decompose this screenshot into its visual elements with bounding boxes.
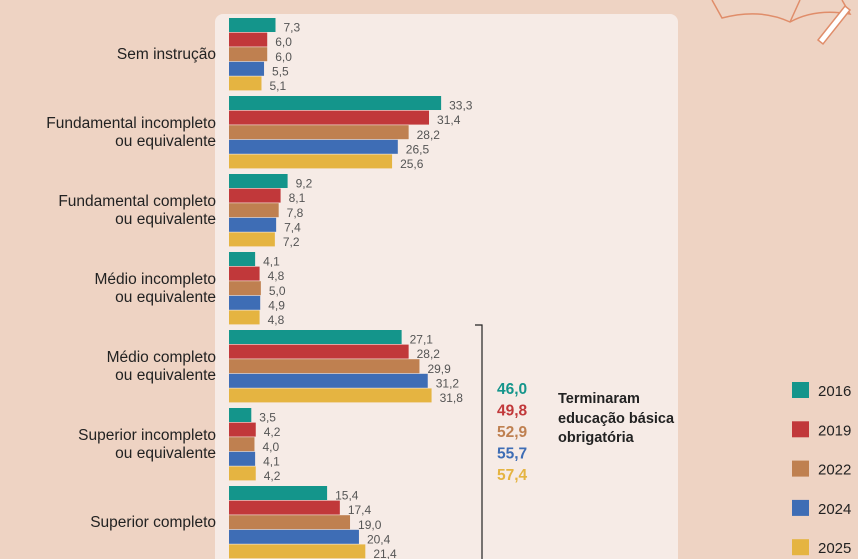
annotation-value: 52,9: [497, 424, 528, 441]
bar: [229, 281, 261, 295]
value-label: 5,0: [269, 284, 286, 298]
annotation-value: 46,0: [497, 381, 527, 398]
bar: [229, 18, 276, 32]
bar: [229, 140, 398, 154]
bar: [229, 96, 441, 110]
value-label: 7,4: [284, 220, 301, 234]
bar: [229, 174, 288, 188]
bar: [229, 47, 267, 61]
value-label: 4,0: [262, 440, 279, 454]
value-label: 8,1: [289, 191, 306, 205]
bar: [229, 466, 256, 480]
bar: [229, 408, 251, 422]
bar: [229, 330, 402, 344]
bar: [229, 62, 264, 76]
value-label: 26,5: [406, 142, 430, 156]
legend-swatch: [792, 500, 809, 516]
bar: [229, 154, 392, 168]
bar: [229, 218, 276, 232]
value-label: 6,0: [275, 50, 292, 64]
value-label: 4,1: [263, 454, 280, 468]
bar: [229, 374, 428, 388]
category-label: Fundamental incompleto ou equivalente: [2, 115, 216, 151]
value-label: 25,6: [400, 157, 424, 171]
bar: [229, 501, 340, 515]
bar: [229, 232, 275, 246]
value-label: 7,2: [283, 235, 300, 249]
bar: [229, 267, 260, 281]
legend-swatch: [792, 539, 809, 555]
value-label: 4,2: [264, 469, 281, 483]
bar: [229, 437, 254, 451]
value-label: 33,3: [449, 99, 473, 113]
value-label: 28,2: [417, 347, 441, 361]
legend-swatch: [792, 421, 809, 437]
annotation-value: 57,4: [497, 467, 528, 484]
annotation-value: 55,7: [497, 446, 527, 463]
value-label: 4,8: [268, 269, 285, 283]
bar: [229, 388, 432, 402]
value-label: 17,4: [348, 503, 372, 517]
value-label: 3,5: [259, 411, 276, 425]
value-label: 9,2: [296, 177, 313, 191]
legend-label: 2025: [818, 540, 851, 557]
value-label: 29,9: [427, 362, 451, 376]
bar: [229, 359, 419, 373]
value-label: 6,0: [275, 35, 292, 49]
value-label: 4,2: [264, 425, 281, 439]
bar: [229, 125, 409, 139]
annotation-value: 49,8: [497, 403, 528, 420]
bar: [229, 111, 429, 125]
bar: [229, 486, 327, 500]
value-label: 31,2: [436, 376, 460, 390]
bar: [229, 189, 281, 203]
bar: [229, 515, 350, 529]
page: {"chart_data": {"type": "bar", "orientat…: [0, 0, 858, 559]
book-icon: [712, 0, 850, 44]
bar: [229, 252, 255, 266]
value-label: 4,8: [268, 313, 285, 327]
legend-swatch: [792, 461, 809, 477]
category-label: Sem instrução: [2, 46, 216, 64]
value-label: 5,1: [269, 79, 286, 93]
legend-label: 2016: [818, 383, 851, 400]
value-label: 31,8: [440, 391, 464, 405]
bar: [229, 452, 255, 466]
category-label: Superior incompleto ou equivalente: [2, 427, 216, 463]
bar: [229, 310, 260, 324]
value-label: 31,4: [437, 113, 461, 127]
bar: [229, 203, 279, 217]
bar: [229, 544, 365, 558]
legend-label: 2019: [818, 422, 851, 439]
category-label: Médio completo ou equivalente: [2, 349, 216, 385]
value-label: 19,0: [358, 518, 382, 532]
category-label: Médio incompleto ou equivalente: [2, 271, 216, 307]
value-label: 21,4: [373, 547, 397, 559]
value-label: 27,1: [410, 333, 434, 347]
value-label: 5,5: [272, 64, 289, 78]
value-label: 4,9: [268, 298, 285, 312]
bar: [229, 345, 409, 359]
value-label: 20,4: [367, 532, 391, 546]
bar: [229, 76, 261, 90]
bar: [229, 530, 359, 544]
legend-label: 2022: [818, 462, 851, 479]
category-label: Superior completo: [2, 514, 216, 532]
bar: [229, 423, 256, 437]
bar: [229, 296, 260, 310]
value-label: 4,1: [263, 255, 280, 269]
value-label: 7,8: [287, 206, 304, 220]
category-label: Fundamental completo ou equivalente: [2, 193, 216, 229]
value-label: 28,2: [417, 128, 441, 142]
value-label: 15,4: [335, 489, 359, 503]
legend-swatch: [792, 382, 809, 398]
annotation-text: Terminaram educação básica obrigatória: [558, 390, 678, 449]
legend-label: 2024: [818, 501, 851, 518]
value-label: 7,3: [284, 21, 301, 35]
bar: [229, 33, 267, 47]
